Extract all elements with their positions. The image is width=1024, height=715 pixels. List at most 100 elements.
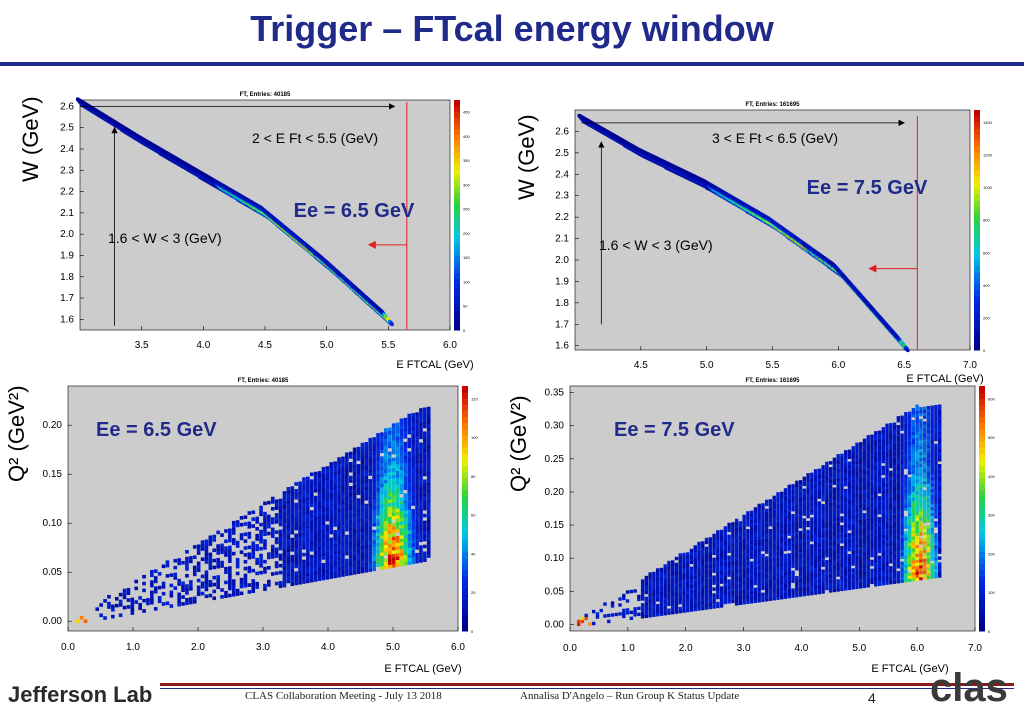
palette-cell xyxy=(974,158,980,165)
y-tick-label: 2.0 xyxy=(60,229,74,240)
palette-tick-label: 200 xyxy=(983,315,990,320)
palette-cell xyxy=(974,176,980,183)
palette-cell xyxy=(454,312,460,319)
x-axis-label: E FTCAL (GeV) xyxy=(906,373,983,385)
palette-cell xyxy=(974,296,980,303)
palette-cell xyxy=(974,338,980,345)
palette-cell xyxy=(454,111,460,118)
w-range-label: 1.6 < W < 3 (GeV) xyxy=(108,230,222,246)
palette-cell xyxy=(454,140,460,147)
x-tick-label: 6.0 xyxy=(443,340,457,351)
palette-tick-label: 50 xyxy=(463,304,468,309)
palette-cell xyxy=(974,278,980,285)
palette-cell xyxy=(974,236,980,243)
x-axis-label: E FTCAL (GeV) xyxy=(396,359,473,371)
palette-cell xyxy=(454,203,460,210)
palette-cell xyxy=(974,134,980,141)
y-tick-label: 1.9 xyxy=(555,276,569,287)
palette-tick-label: 350 xyxy=(463,158,470,163)
palette-cell xyxy=(974,248,980,255)
palette-cell xyxy=(454,226,460,233)
x-tick-label: 4.5 xyxy=(634,360,648,371)
palette-cell xyxy=(454,128,460,135)
palette-cell xyxy=(454,146,460,153)
palette-cell xyxy=(974,320,980,327)
palette-cell xyxy=(974,206,980,213)
palette-cell xyxy=(974,284,980,291)
palette-cell xyxy=(454,324,460,331)
palette-cell xyxy=(974,194,980,201)
palette-cell xyxy=(974,110,980,117)
palette-cell xyxy=(454,220,460,227)
y-tick-label: 2.4 xyxy=(555,169,569,180)
palette-cell xyxy=(974,224,980,231)
y-tick-label: 2.1 xyxy=(60,208,74,219)
palette-cell xyxy=(974,302,980,309)
y-tick-label: 2.3 xyxy=(555,191,569,202)
chart-w-ee75: FT, Entries: 161695020040060080010001200… xyxy=(555,102,993,385)
palette-cell xyxy=(974,260,980,267)
palette-cell xyxy=(454,157,460,164)
x-tick-label: 5.0 xyxy=(320,340,334,351)
x-tick-label: 3.5 xyxy=(135,340,149,351)
palette-tick-label: 150 xyxy=(463,255,470,260)
palette-cell xyxy=(454,209,460,216)
palette-tick-label: 0 xyxy=(983,348,986,353)
palette-tick-label: 600 xyxy=(983,250,990,255)
y-tick-label: 2.4 xyxy=(60,144,74,155)
palette-cell xyxy=(454,180,460,187)
palette-tick-label: 450 xyxy=(463,110,470,115)
y-tick-label: 2.2 xyxy=(555,212,569,223)
palette-cell xyxy=(454,272,460,279)
palette-cell xyxy=(974,218,980,225)
palette-cell xyxy=(454,318,460,325)
palette-cell xyxy=(974,116,980,123)
palette-cell xyxy=(974,344,980,351)
x-tick-label: 5.5 xyxy=(381,340,395,351)
x-tick-label: 7.0 xyxy=(963,360,977,371)
y-tick-label: 2.6 xyxy=(60,101,74,112)
page-title: Trigger – FTcal energy window xyxy=(250,8,774,49)
palette-cell xyxy=(454,186,460,193)
palette-cell xyxy=(974,128,980,135)
palette-cell xyxy=(454,284,460,291)
y-tick-label: 2.5 xyxy=(60,123,74,134)
y-tick-label: 2.2 xyxy=(60,187,74,198)
palette-tick-label: 400 xyxy=(463,134,470,139)
palette-tick-label: 300 xyxy=(463,182,470,187)
energy-range-label: 2 < E Ft < 5.5 (GeV) xyxy=(252,130,378,146)
title-divider xyxy=(0,62,1024,66)
palette-tick-label: 0 xyxy=(463,328,466,333)
palette-cell xyxy=(454,307,460,314)
chart-title: FT, Entries: 161695 xyxy=(745,102,800,108)
chart-title: FT, Entries: 40185 xyxy=(240,92,291,98)
y-tick-label: 1.8 xyxy=(60,272,74,283)
palette-cell xyxy=(974,272,980,279)
palette-cell xyxy=(974,266,980,273)
palette-cell xyxy=(454,117,460,124)
palette-tick-label: 100 xyxy=(463,279,470,284)
x-tick-label: 6.5 xyxy=(897,360,911,371)
palette-cell xyxy=(974,308,980,315)
y-tick-label: 1.6 xyxy=(555,341,569,352)
y-tick-label: 2.5 xyxy=(555,148,569,159)
palette-cell xyxy=(454,295,460,302)
histogram-cell xyxy=(390,322,394,327)
palette-cell xyxy=(974,170,980,177)
panel-w-ee65: FT, Entries: 40185 0 50 100 150 200 250 300 350 4… xyxy=(40,90,502,375)
palette-tick-label: 250 xyxy=(463,207,470,212)
palette-cell xyxy=(974,332,980,339)
palette-cell xyxy=(454,249,460,256)
palette-cell xyxy=(974,326,980,333)
palette-tick-label: 400 xyxy=(983,283,990,288)
palette-cell xyxy=(454,215,460,222)
y-tick-label: 1.6 xyxy=(60,314,74,325)
palette-cell xyxy=(454,105,460,112)
palette-cell xyxy=(454,151,460,158)
palette-cell xyxy=(454,243,460,250)
palette-cell xyxy=(454,123,460,130)
y-tick-label: 2.0 xyxy=(555,255,569,266)
palette-cell xyxy=(454,197,460,204)
palette-cell xyxy=(454,238,460,245)
palette-cell xyxy=(454,192,460,199)
